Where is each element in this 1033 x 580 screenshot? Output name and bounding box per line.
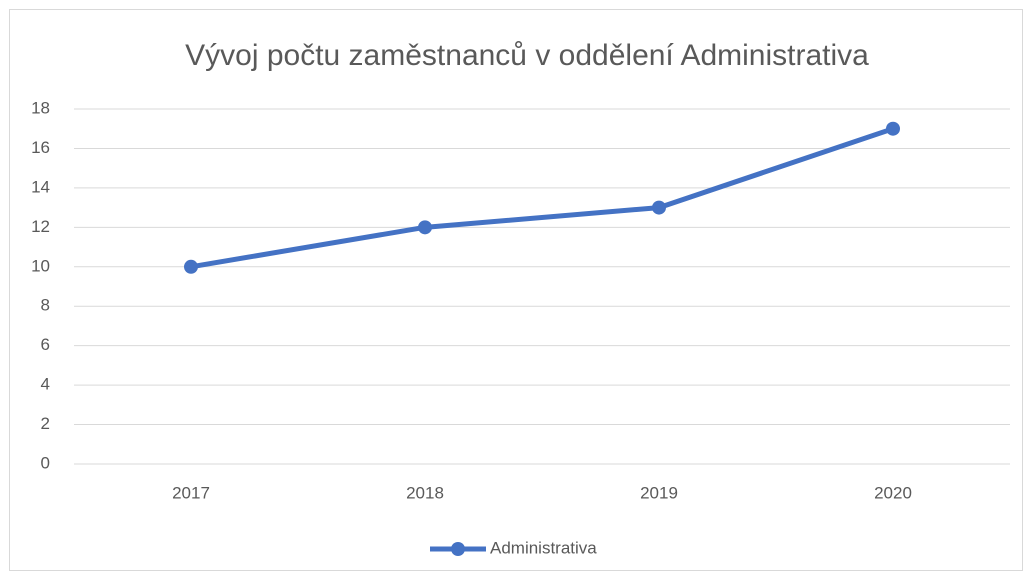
point-marker [184,259,198,274]
y-tick-label: 14 [31,177,50,196]
legend-label: Administrativa [490,538,597,557]
y-tick-label: 18 [31,98,50,117]
x-tick-label: 2020 [874,483,912,502]
series-line [188,126,896,270]
y-tick-label: 16 [31,138,50,157]
chart-border [9,9,1023,571]
y-tick-label: 10 [31,256,50,275]
legend-marker [451,542,465,556]
y-tick-label: 0 [41,453,50,472]
point-marker [418,220,432,235]
y-tick-label: 8 [41,296,50,315]
y-tick-label: 4 [41,375,50,394]
x-tick-label: 2019 [640,483,678,502]
x-tick-label: 2018 [406,483,444,502]
y-tick-label: 6 [41,335,50,354]
x-tick-label: 2017 [172,483,210,502]
y-tick-label: 12 [31,217,50,236]
chart-title: Vývoj počtu zaměstnanců v oddělení Admin… [185,39,869,72]
point-marker [886,121,900,136]
point-marker [652,200,666,215]
y-tick-label: 2 [41,414,50,433]
